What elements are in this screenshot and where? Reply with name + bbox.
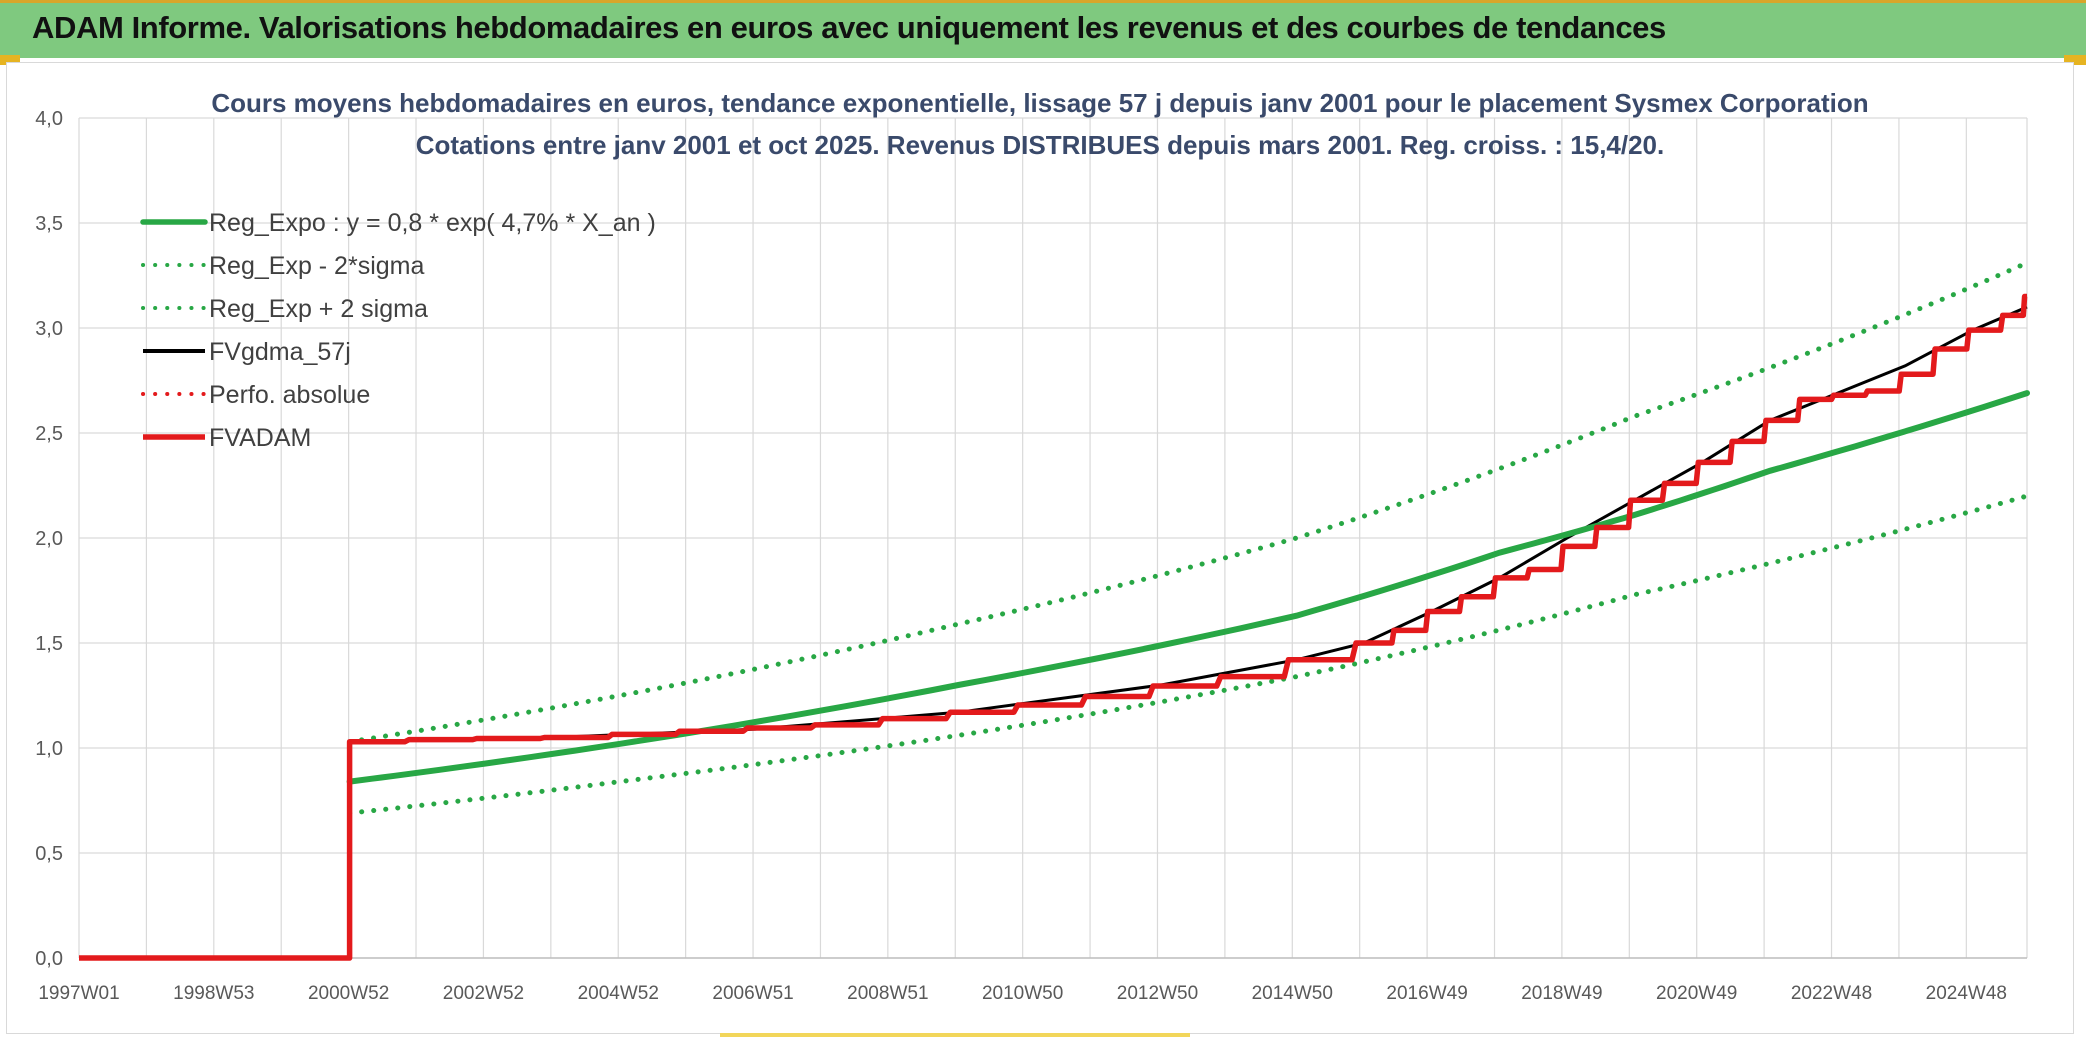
series-line-1 [347,493,2030,816]
x-tick-label: 2014W50 [1252,983,1333,1004]
x-tick-label: 2018W49 [1521,983,1602,1004]
x-tick-label: 2022W48 [1791,983,1872,1004]
header-bar: ADAM Informe. Valorisations hebdomadaire… [0,0,2086,65]
y-tick-label: 1,5 [35,633,63,655]
y-tick-label: 4,0 [35,108,63,130]
x-tick-label: 2010W50 [982,983,1063,1004]
series-line-3 [349,305,2028,744]
y-tick-label: 1,0 [35,738,63,760]
x-tick-label: 1998W53 [173,983,254,1004]
x-tick-label: 2006W51 [712,983,793,1004]
y-tick-label: 3,0 [35,318,63,340]
legend-entry: FVgdma_57j [209,338,351,366]
y-tick-label: 2,0 [35,528,63,550]
chart-subtitle: Cotations entre janv 2001 et oct 2025. R… [416,130,1665,160]
x-tick-label: 2012W50 [1117,983,1198,1004]
x-tick-label: 1997W01 [38,983,119,1004]
chart-grid [78,117,2028,959]
y-tick-label: 2,5 [35,423,63,445]
x-tick-label: 2002W52 [443,983,524,1004]
x-tick-label: 2004W52 [578,983,659,1004]
y-tick-label: 0,5 [35,843,63,865]
chart-series [79,260,2030,961]
x-tick-label: 2000W52 [308,983,389,1004]
legend-entry: Reg_Exp + 2 sigma [209,295,428,323]
x-tick-label: 2016W49 [1386,983,1467,1004]
x-tick-label: 2020W49 [1656,983,1737,1004]
legend-entry: FVADAM [209,424,311,452]
y-tick-label: 0,0 [35,948,63,970]
series-line-5 [79,293,2028,961]
header-corner-left [0,55,20,65]
chart-legend: Reg_Expo : y = 0,8 * exp( 4,7% * X_an ) R… [140,209,656,452]
x-tick-label: 2008W51 [847,983,928,1004]
x-tick-label: 2024W48 [1926,983,2007,1004]
series-line-0 [346,390,2030,785]
bottom-accent-strip [720,1033,1190,1037]
y-tick-label: 3,5 [35,213,63,235]
legend-entry: Perfo. absolue [209,381,370,409]
header-corner-right [2064,55,2086,65]
legend-entry: Reg_Exp - 2*sigma [209,252,424,280]
chart-title: Cours moyens hebdomadaires en euros, ten… [211,88,1868,118]
legend-entry: Reg_Expo : y = 0,8 * exp( 4,7% * X_an ) [209,209,656,237]
chart-axes: 0,0 0,5 1,0 1,5 2,0 2,5 3,0 3,5 4,0 1997W01 1998W5… [35,108,2027,1004]
page-title: ADAM Informe. Valorisations hebdomadaire… [32,10,1666,45]
series-line-2 [347,260,2030,745]
